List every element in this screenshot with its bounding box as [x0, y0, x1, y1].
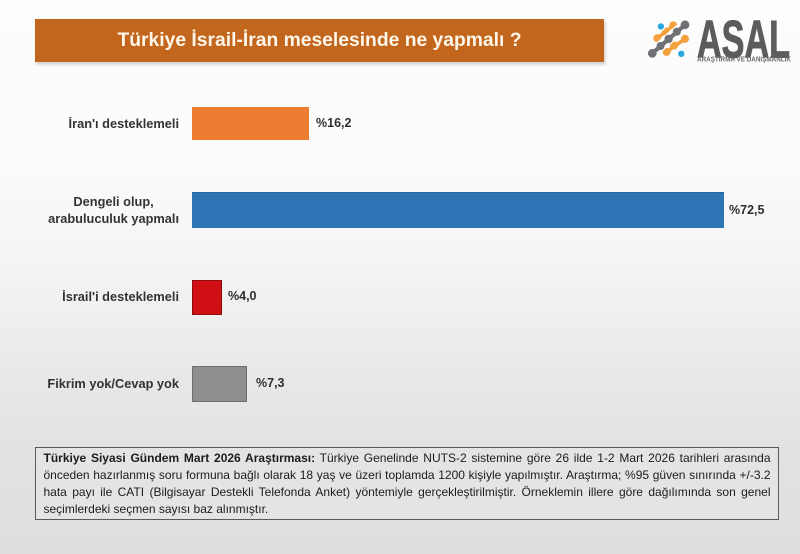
svg-text:ARAŞTIRMA VE DANIŞMANLIK: ARAŞTIRMA VE DANIŞMANLIK — [697, 57, 791, 64]
svg-text:ASAL: ASAL — [697, 14, 790, 66]
